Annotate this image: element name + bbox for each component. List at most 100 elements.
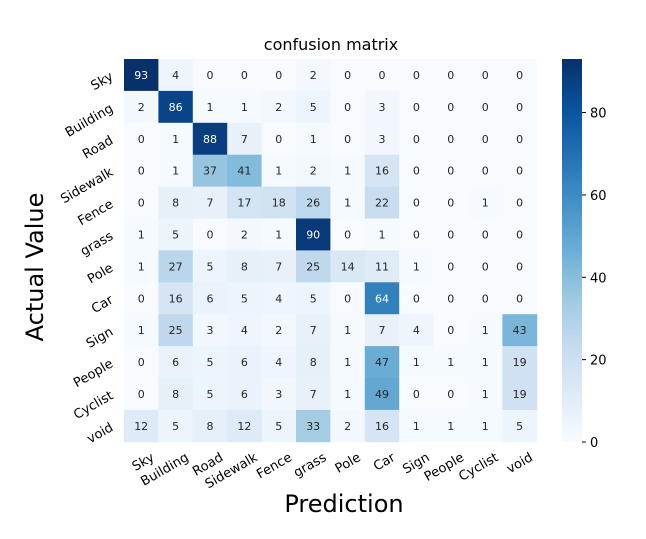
heatmap-cell	[124, 409, 159, 443]
heatmap-cell	[227, 378, 262, 411]
cell-value-label: 11	[375, 260, 389, 273]
cell-value-label: 47	[375, 356, 389, 369]
heatmap-cell	[502, 346, 538, 379]
heatmap-cell	[364, 154, 400, 187]
heatmap-cell	[468, 314, 503, 347]
heatmap-cell	[330, 154, 366, 187]
x-axis-title: Prediction	[284, 490, 403, 518]
heatmap-cell	[433, 186, 469, 219]
heatmap-cell	[502, 218, 538, 251]
cell-value-label: 3	[275, 388, 282, 401]
y-tick-label: Fence	[75, 197, 116, 229]
cell-value-label: 7	[241, 133, 248, 146]
cell-value-label: 93	[134, 69, 148, 82]
cell-value-label: 5	[310, 101, 317, 114]
heatmap-cell	[468, 218, 503, 251]
cell-value-label: 0	[447, 133, 454, 146]
cell-value-label: 1	[344, 356, 351, 369]
cell-value-label: 41	[237, 165, 251, 178]
cell-value-label: 1	[482, 324, 489, 337]
heatmap-cell	[433, 378, 469, 411]
heatmap-cell	[399, 218, 434, 251]
cell-value-label: 12	[237, 420, 251, 433]
y-tick-labels: SkyBuildingRoadSidewalkFencegrassPoleCar…	[58, 69, 116, 447]
heatmap-cell	[399, 346, 434, 379]
cell-value-label: 5	[172, 228, 179, 241]
cell-value-label: 1	[138, 228, 145, 241]
heatmap-cell	[502, 250, 538, 283]
heatmap-cell	[502, 409, 538, 443]
heatmap-cell	[227, 59, 262, 92]
heatmap-cell	[399, 122, 434, 156]
heatmap-cell	[468, 59, 503, 92]
cell-value-label: 25	[306, 260, 320, 273]
heatmap-cell	[192, 59, 228, 92]
cell-value-label: 0	[447, 197, 454, 210]
heatmap-cell	[261, 409, 297, 443]
heatmap-cell	[261, 59, 297, 92]
cell-value-label: 0	[447, 388, 454, 401]
cell-value-label: 86	[169, 101, 183, 114]
cell-value-label: 0	[516, 69, 523, 82]
heatmap-cell	[227, 346, 262, 379]
cell-value-label: 16	[375, 420, 389, 433]
cell-value-label: 0	[482, 292, 489, 305]
cell-value-label: 5	[172, 420, 179, 433]
colorbar-tick-label: 80	[590, 107, 607, 122]
cell-value-label: 43	[513, 324, 527, 337]
cell-value-label: 4	[172, 69, 179, 82]
heatmap-cell	[330, 409, 366, 443]
heatmap-cell	[124, 186, 159, 219]
cell-value-label: 8	[172, 388, 179, 401]
cell-value-label: 0	[482, 69, 489, 82]
heatmap-cell	[296, 90, 331, 124]
colorbar-ticks: 0 20 40 60 80	[582, 107, 607, 451]
colorbar-tick-label: 40	[590, 271, 607, 286]
heatmap-cell	[399, 154, 434, 187]
colorbar-tick-label: 0	[590, 436, 598, 451]
cell-value-label: 0	[207, 228, 214, 241]
cell-value-label: 1	[138, 324, 145, 337]
cell-value-label: 17	[237, 197, 251, 210]
cell-value-label: 0	[413, 228, 420, 241]
colorbar	[562, 59, 582, 442]
heatmap-cell	[158, 409, 194, 443]
colorbar-tick-label: 60	[590, 189, 607, 204]
heatmap-cell	[158, 59, 194, 92]
heatmap-cell	[261, 218, 297, 251]
heatmap-cell	[261, 90, 297, 124]
heatmap-cell	[364, 59, 400, 92]
cell-value-label: 64	[375, 292, 389, 305]
y-tick-label: Cyclist	[71, 388, 116, 422]
heatmap-cell	[502, 90, 538, 124]
chart-title: confusion matrix	[264, 35, 398, 54]
cell-value-label: 3	[379, 101, 386, 114]
heatmap-cell	[158, 122, 194, 156]
cell-value-label: 6	[241, 388, 248, 401]
heatmap-cell	[296, 59, 331, 92]
cell-value-label: 33	[306, 420, 320, 433]
cell-value-label: 1	[482, 388, 489, 401]
heatmap-cell	[468, 378, 503, 411]
y-tick-label: Road	[80, 133, 116, 162]
cell-value-label: 5	[241, 292, 248, 305]
heatmap-annotations: 93 4 0 0 0 2 0 0 0 0 0 02 86 1 1 2 5 0 3 0 0 0 00 1 88 7 0 1 0 3 0 0 0 00…	[134, 69, 526, 433]
y-tick-label: Car	[89, 292, 116, 317]
y-tick-label: People	[71, 357, 116, 392]
heatmap-cell	[399, 409, 434, 443]
heatmap-cell	[261, 378, 297, 411]
cell-value-label: 0	[138, 356, 145, 369]
heatmap-cell	[364, 314, 400, 347]
cell-value-label: 1	[447, 420, 454, 433]
cell-value-label: 0	[516, 228, 523, 241]
heatmap-cell	[502, 186, 538, 219]
heatmap-cell	[261, 314, 297, 347]
cell-value-label: 0	[413, 292, 420, 305]
cell-value-label: 0	[516, 165, 523, 178]
heatmap-cell	[296, 409, 331, 443]
cell-value-label: 1	[344, 165, 351, 178]
cell-value-label: 0	[413, 197, 420, 210]
cell-value-label: 6	[172, 356, 179, 369]
x-tick-label: Car	[371, 450, 398, 475]
